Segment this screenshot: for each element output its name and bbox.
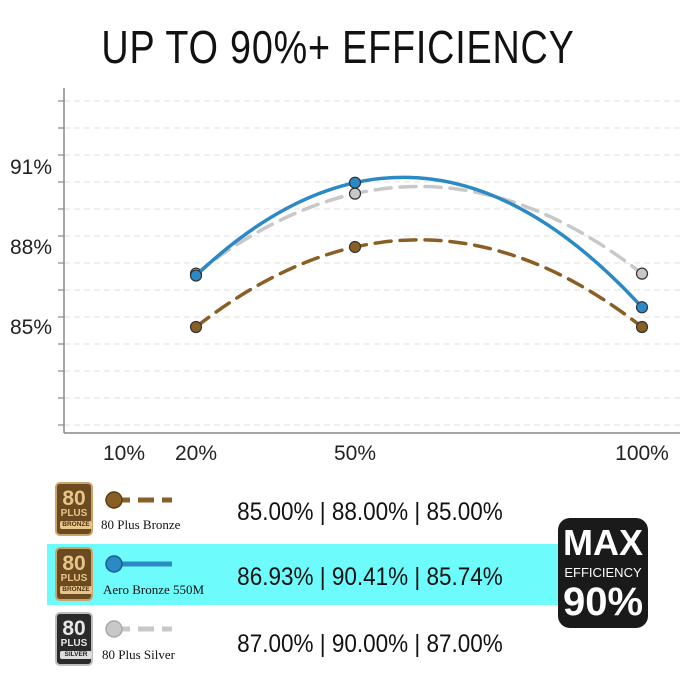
series-line-aero-bronze-550m (194, 175, 644, 310)
badge-tier: BRONZE (60, 521, 92, 529)
badge-tier: SILVER (60, 651, 92, 659)
chart-title: UP TO 90%+ EFFICIENCY (101, 21, 575, 73)
data-point-80-plus-silver (348, 187, 362, 200)
x-tick-label: 100% (615, 442, 669, 465)
y-tick-label: 88% (10, 236, 52, 259)
max-label: MAX (563, 522, 643, 563)
legend-values-aero: 86.93% | 90.41% | 85.74% (237, 563, 503, 591)
badge-plus: PLUS (60, 573, 88, 584)
efficiency-chart: 85% 88% 91% 10% 20% 50% 100% (10, 88, 680, 465)
legend-silver-line-icon (105, 620, 172, 638)
max-percent: 90% (562, 580, 644, 624)
legend-values-silver: 87.00% | 90.00% | 87.00% (237, 630, 503, 658)
max-efficiency-badge: MAX EFFICIENCY 90% (558, 518, 648, 628)
aero-bronze-badge-icon: 80 PLUS BRONZE (55, 547, 93, 601)
legend-values-bronze: 85.00% | 88.00% | 85.00% (237, 498, 503, 526)
efficiency-label: EFFICIENCY (564, 565, 642, 580)
badge-number: 80 (62, 617, 86, 640)
tick-labels: 85% 88% 91% 10% 20% 50% 100% (10, 156, 669, 465)
legend-aero-line-icon (105, 555, 172, 573)
data-point-80-plus-bronze (189, 320, 203, 334)
badge-number: 80 (62, 552, 86, 575)
x-tick-label: 10% (103, 442, 145, 465)
highlight-band (47, 544, 568, 605)
data-point-80-plus-silver (635, 267, 649, 280)
grid-lines (64, 100, 680, 426)
data-point-aero-bronze-550m (348, 176, 362, 189)
x-tick-label: 20% (175, 442, 217, 465)
x-tick-label: 50% (334, 442, 376, 465)
data-point-aero-bronze-550m (635, 301, 649, 314)
data-point-80-plus-bronze (348, 240, 362, 254)
silver-badge-icon: 80 PLUS SILVER (55, 612, 93, 666)
legend-name-bronze: 80 Plus Bronze (101, 517, 181, 532)
y-tick-label: 85% (10, 316, 52, 339)
axes (58, 88, 680, 434)
bronze-badge-icon: 80 PLUS BRONZE (55, 482, 93, 536)
badge-number: 80 (62, 487, 86, 510)
legend-name-aero: Aero Bronze 550M (103, 582, 205, 597)
badge-tier: BRONZE (60, 586, 92, 594)
series-line-80-plus-bronze (194, 238, 644, 329)
series-lines (189, 175, 649, 334)
legend-name-silver: 80 Plus Silver (102, 647, 175, 662)
data-point-80-plus-bronze (635, 320, 649, 334)
badge-plus: PLUS (60, 638, 88, 649)
series-line-80-plus-silver (194, 184, 644, 276)
badge-plus: PLUS (60, 508, 88, 519)
y-tick-label: 91% (10, 156, 52, 179)
data-point-aero-bronze-550m (189, 269, 203, 282)
legend-bronze-line-icon (105, 491, 172, 509)
